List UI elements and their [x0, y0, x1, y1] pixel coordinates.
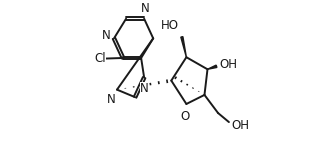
Text: HO: HO [161, 19, 179, 32]
Text: N: N [140, 82, 149, 95]
Text: OH: OH [231, 119, 250, 132]
Text: O: O [180, 110, 189, 123]
Polygon shape [207, 65, 217, 69]
Text: N: N [141, 2, 150, 15]
Text: N: N [102, 29, 111, 42]
Text: OH: OH [219, 58, 238, 71]
Polygon shape [181, 37, 186, 57]
Text: N: N [107, 93, 115, 106]
Text: Cl: Cl [95, 52, 106, 65]
